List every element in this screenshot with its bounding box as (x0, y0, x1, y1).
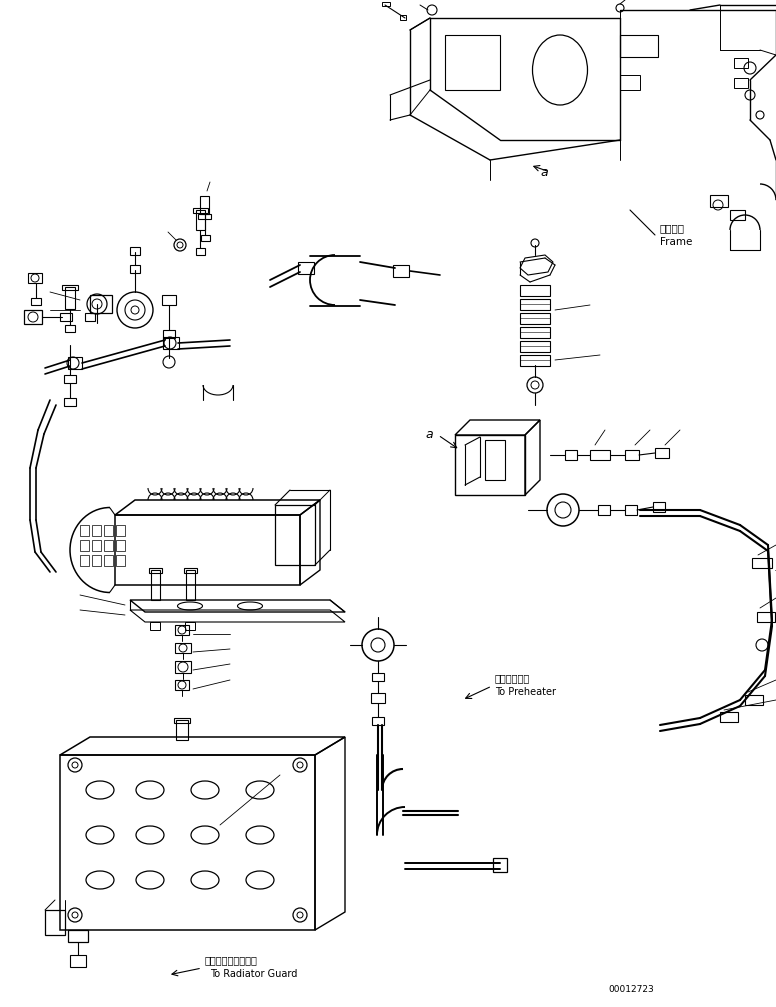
Bar (175, 643, 191, 653)
Text: フレーム: フレーム (660, 223, 685, 233)
Bar (64, 398, 76, 406)
Bar (625, 505, 637, 515)
Bar (625, 450, 639, 460)
Bar (130, 247, 140, 255)
Text: To Radiator Guard: To Radiator Guard (210, 969, 297, 979)
Bar (60, 313, 72, 321)
Bar (371, 693, 385, 703)
Text: プレヒータヘ: プレヒータヘ (495, 673, 530, 683)
Bar (520, 355, 550, 366)
Bar (24, 310, 42, 324)
Bar (193, 208, 208, 213)
Bar (198, 214, 211, 219)
Bar (275, 505, 315, 565)
Bar (149, 568, 162, 573)
Bar (653, 502, 665, 512)
Bar (730, 210, 745, 220)
Bar (175, 661, 191, 673)
Bar (175, 625, 189, 635)
Bar (520, 327, 550, 338)
Bar (590, 450, 610, 460)
Bar (200, 196, 209, 214)
Bar (64, 375, 76, 383)
Bar (116, 540, 125, 551)
Bar (372, 717, 384, 725)
Bar (70, 955, 86, 967)
Bar (655, 448, 669, 458)
Bar (151, 570, 160, 600)
Bar (116, 555, 125, 566)
Bar (163, 330, 175, 338)
Bar (184, 568, 197, 573)
Text: a: a (425, 429, 433, 441)
Bar (298, 262, 314, 274)
Bar (620, 35, 658, 57)
Bar (757, 612, 775, 622)
Bar (90, 295, 112, 313)
Text: Frame: Frame (660, 237, 692, 247)
Bar (710, 195, 728, 207)
Bar (752, 558, 772, 568)
Bar (130, 265, 140, 273)
Bar (116, 525, 125, 536)
Bar (485, 440, 505, 480)
Text: 00012723: 00012723 (608, 986, 653, 995)
Bar (196, 248, 205, 255)
Bar (598, 505, 610, 515)
Bar (372, 673, 384, 681)
Bar (745, 695, 763, 705)
Text: ラジエータガードヘ: ラジエータガードヘ (205, 955, 258, 965)
Bar (68, 357, 82, 369)
Bar (620, 75, 640, 90)
Bar (80, 525, 89, 536)
Bar (393, 265, 409, 277)
Bar (175, 680, 189, 690)
Bar (400, 15, 406, 20)
Text: a: a (540, 165, 548, 178)
Bar (520, 313, 550, 324)
Bar (80, 555, 89, 566)
Bar (734, 78, 748, 88)
Bar (520, 285, 550, 296)
Bar (31, 298, 41, 305)
Bar (720, 712, 738, 722)
Bar (382, 2, 390, 6)
Bar (104, 555, 113, 566)
Bar (92, 540, 101, 551)
Bar (565, 450, 577, 460)
Bar (65, 325, 75, 332)
Bar (174, 718, 190, 723)
Text: To Preheater: To Preheater (495, 687, 556, 697)
Bar (92, 525, 101, 536)
Bar (734, 58, 748, 68)
Bar (520, 299, 550, 310)
Bar (68, 930, 88, 942)
Bar (104, 540, 113, 551)
Bar (185, 622, 195, 630)
Bar (186, 570, 195, 600)
Bar (201, 235, 210, 241)
Bar (28, 273, 42, 283)
Bar (65, 287, 75, 309)
Bar (85, 313, 95, 321)
Bar (176, 720, 188, 740)
Bar (45, 910, 65, 936)
Bar (445, 35, 500, 90)
Bar (62, 285, 78, 290)
Bar (520, 341, 550, 352)
Bar (493, 858, 507, 872)
Bar (196, 210, 205, 230)
Bar (162, 295, 176, 305)
Bar (92, 555, 101, 566)
Bar (80, 540, 89, 551)
Bar (163, 337, 179, 349)
Bar (104, 525, 113, 536)
Bar (150, 622, 160, 630)
